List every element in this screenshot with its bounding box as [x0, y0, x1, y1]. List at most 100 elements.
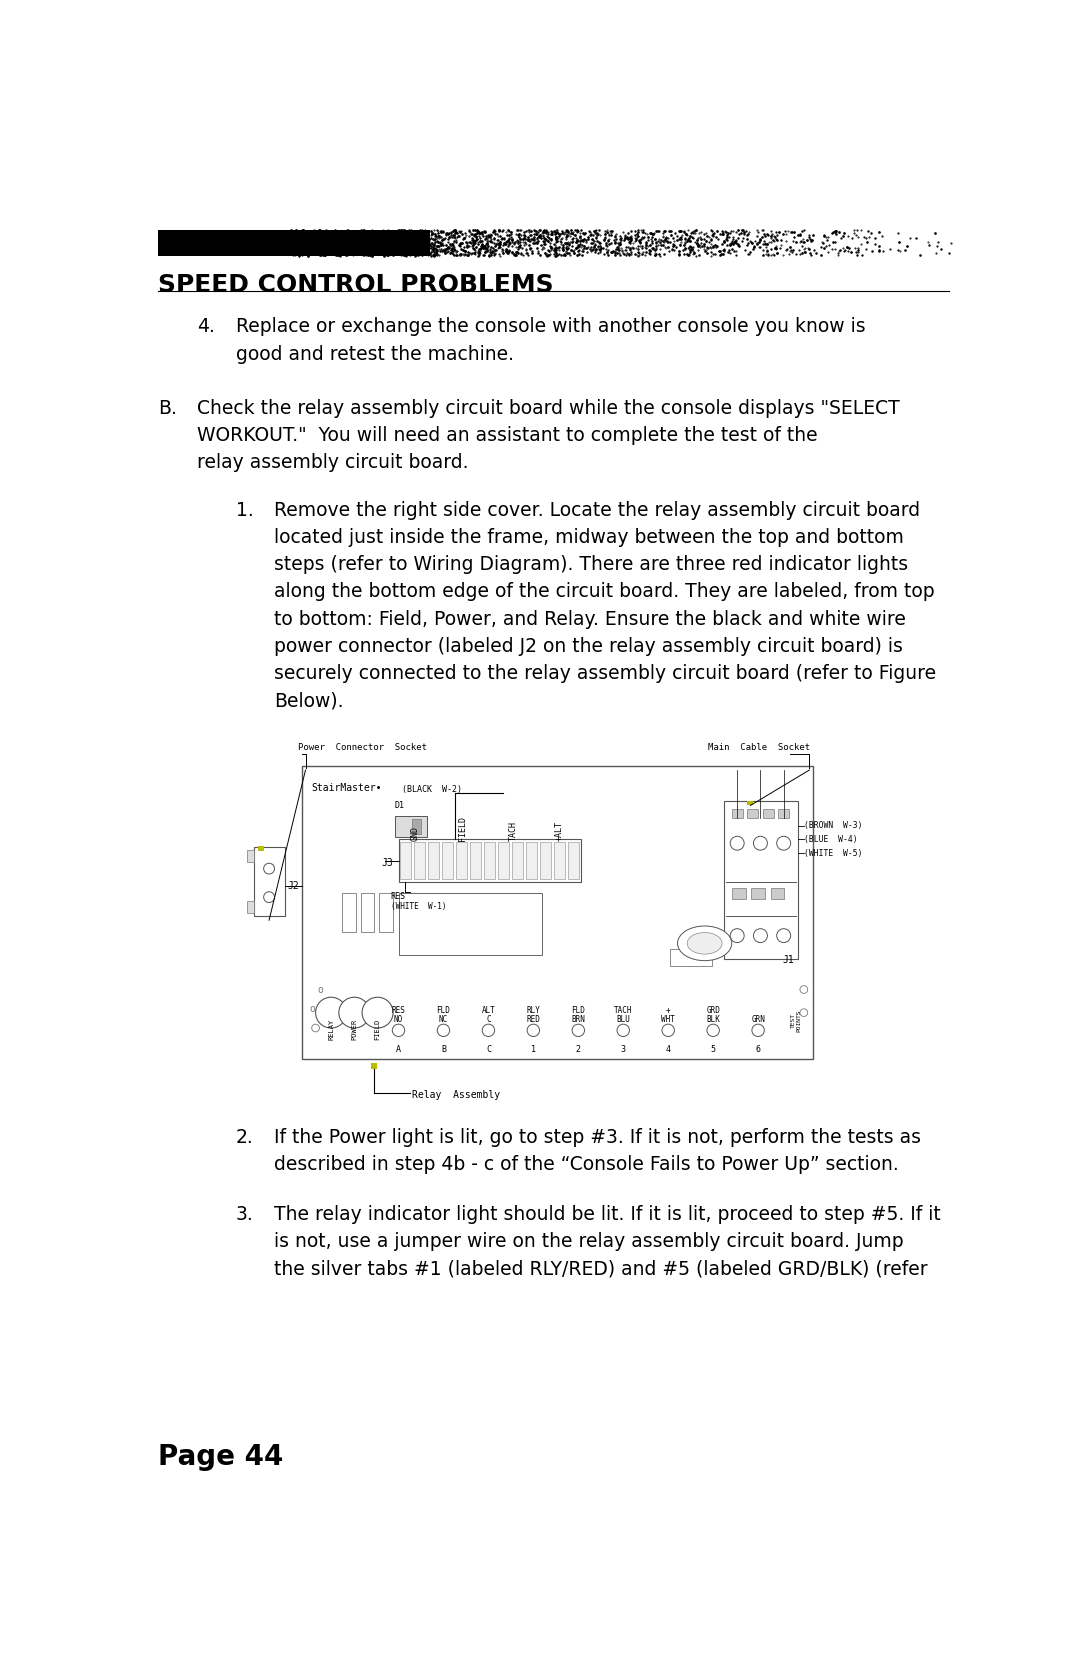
Text: (WHITE  W-1): (WHITE W-1) [391, 901, 446, 911]
Text: BLK: BLK [706, 1015, 720, 1025]
Text: TEST
POINTS: TEST POINTS [791, 1010, 801, 1031]
Text: Page 44: Page 44 [159, 1442, 284, 1470]
Bar [342, 893, 356, 931]
Text: o: o [318, 985, 323, 995]
Text: 3: 3 [621, 1045, 625, 1053]
Bar [762, 808, 773, 818]
Bar [526, 843, 538, 878]
Bar [159, 230, 430, 255]
Circle shape [312, 1025, 320, 1031]
Bar [554, 843, 566, 878]
Bar [247, 901, 254, 913]
Text: StairMaster•: StairMaster• [311, 783, 381, 793]
Text: Replace or exchange the console with another console you know is
good and retest: Replace or exchange the console with ano… [235, 317, 865, 364]
Circle shape [707, 1025, 719, 1036]
Text: A: A [396, 1045, 401, 1053]
Text: 1: 1 [531, 1045, 536, 1053]
Text: Main  Cable  Socket: Main Cable Socket [708, 743, 811, 753]
Circle shape [362, 998, 393, 1028]
Text: RELAY: RELAY [328, 1018, 334, 1040]
Text: If the Power light is lit, go to step #3. If it is not, perform the tests as
des: If the Power light is lit, go to step #3… [274, 1128, 921, 1175]
Ellipse shape [677, 926, 732, 961]
Circle shape [754, 928, 768, 943]
Text: FLD: FLD [436, 1006, 450, 1015]
Circle shape [264, 863, 274, 875]
Text: Power  Connector  Socket: Power Connector Socket [298, 743, 427, 753]
Text: Relay  Assembly: Relay Assembly [411, 1090, 500, 1100]
Text: 4.: 4. [197, 317, 215, 337]
Text: BRN: BRN [571, 1015, 585, 1025]
Text: (BLUE  W-4): (BLUE W-4) [804, 834, 858, 845]
Text: NO: NO [394, 1015, 403, 1025]
Text: D1: D1 [394, 801, 405, 809]
Circle shape [437, 1025, 449, 1036]
Text: 1.: 1. [235, 501, 254, 519]
Text: Remove the right side cover. Locate the relay assembly circuit board
located jus: Remove the right side cover. Locate the … [274, 501, 936, 711]
Text: RLY: RLY [526, 1006, 540, 1015]
Bar [770, 888, 784, 900]
Text: RES: RES [392, 1006, 405, 1015]
Circle shape [752, 1025, 765, 1036]
Bar [361, 893, 375, 931]
Text: C: C [486, 1015, 490, 1025]
Circle shape [800, 986, 808, 993]
Bar [670, 950, 713, 966]
Circle shape [392, 1025, 405, 1036]
Text: 2: 2 [576, 1045, 581, 1053]
Text: J3: J3 [381, 858, 393, 868]
Bar [724, 801, 798, 958]
Text: ALT: ALT [482, 1006, 496, 1015]
Text: J2: J2 [287, 881, 299, 891]
Bar [394, 816, 428, 838]
Circle shape [572, 1025, 584, 1036]
Bar [747, 808, 758, 818]
Bar [512, 843, 524, 878]
Circle shape [315, 998, 347, 1028]
Text: FLD: FLD [571, 1006, 585, 1015]
Text: FIELD: FIELD [375, 1018, 380, 1040]
Text: RED: RED [526, 1015, 540, 1025]
Text: NC: NC [438, 1015, 448, 1025]
Circle shape [800, 1008, 808, 1016]
Bar [372, 1063, 377, 1068]
Text: 5: 5 [711, 1045, 716, 1053]
Text: o: o [309, 1003, 315, 1013]
Circle shape [264, 891, 274, 903]
Bar [399, 893, 542, 955]
Bar [254, 848, 284, 916]
Circle shape [482, 1025, 495, 1036]
Bar [732, 808, 743, 818]
Bar [747, 801, 754, 806]
Circle shape [617, 1025, 630, 1036]
Bar [428, 843, 440, 878]
Text: GRN: GRN [752, 1015, 765, 1025]
Text: TACH: TACH [615, 1006, 633, 1015]
Circle shape [777, 928, 791, 943]
Bar [751, 888, 765, 900]
Text: GND: GND [411, 826, 420, 841]
Bar [414, 843, 426, 878]
Bar [247, 850, 254, 863]
Bar [379, 893, 393, 931]
Bar [779, 808, 789, 818]
Circle shape [754, 836, 768, 850]
Text: SPEED CONTROL PROBLEMS: SPEED CONTROL PROBLEMS [159, 274, 554, 297]
Text: WHT: WHT [661, 1015, 675, 1025]
Text: 6: 6 [756, 1045, 760, 1053]
Text: 3.: 3. [235, 1205, 254, 1223]
Text: RES: RES [391, 891, 406, 901]
Text: +ALT: +ALT [554, 821, 564, 841]
Text: (WHITE  W-5): (WHITE W-5) [804, 850, 862, 858]
Bar [399, 840, 581, 881]
Text: (BLACK  W-2): (BLACK W-2) [403, 786, 462, 794]
Bar [400, 843, 411, 878]
Bar [484, 843, 496, 878]
Text: C: C [486, 1045, 491, 1053]
Circle shape [730, 836, 744, 850]
Ellipse shape [687, 933, 723, 955]
Bar [732, 888, 745, 900]
Text: +: + [666, 1006, 671, 1015]
Text: J1: J1 [782, 955, 794, 965]
Circle shape [527, 1025, 540, 1036]
Text: 4: 4 [665, 1045, 671, 1053]
